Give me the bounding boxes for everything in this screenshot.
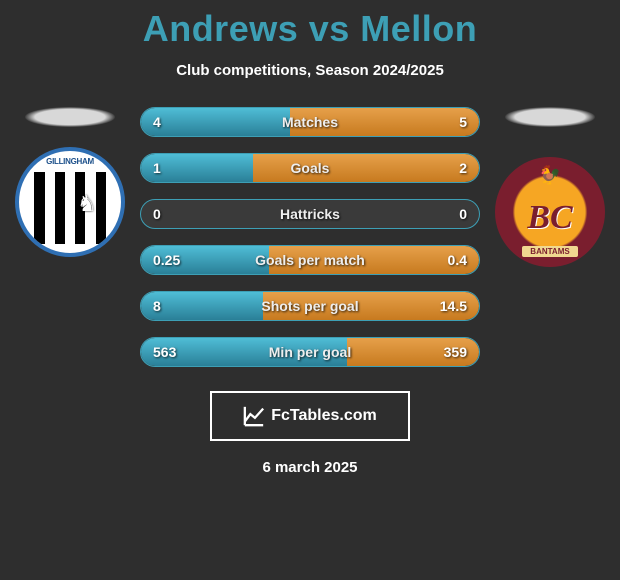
stat-row: 12Goals: [140, 153, 480, 183]
stat-row: 0.250.4Goals per match: [140, 245, 480, 275]
stat-label: Matches: [141, 114, 479, 130]
rooster-icon: 🐓: [539, 165, 561, 186]
stat-label: Goals per match: [141, 252, 479, 268]
left-club-logo: GILLINGHAM ♞: [15, 147, 125, 257]
page-title: Andrews vs Mellon: [0, 0, 620, 50]
stat-label: Goals: [141, 160, 479, 176]
brand-box[interactable]: FcTables.com: [210, 391, 410, 441]
bradford-initials: BC: [527, 199, 572, 237]
left-player-column: GILLINGHAM ♞: [10, 107, 130, 257]
avatar-shadow: [25, 107, 115, 127]
stats-container: 45Matches 12Goals 00Hattricks 0.250.4Goals …: [140, 107, 480, 367]
stat-label: Hattricks: [141, 206, 479, 222]
brand-label: FcTables.com: [271, 407, 377, 425]
right-club-logo: 🐓 BC BANTAMS: [495, 157, 605, 267]
gillingham-text: GILLINGHAM: [46, 157, 94, 166]
date-label: 6 march 2025: [0, 459, 620, 476]
bradford-banner: BANTAMS: [522, 246, 577, 257]
stat-label: Shots per goal: [141, 298, 479, 314]
horse-icon: ♞: [77, 191, 103, 223]
stat-row: 563359Min per goal: [140, 337, 480, 367]
stat-label: Min per goal: [141, 344, 479, 360]
stat-row: 00Hattricks: [140, 199, 480, 229]
avatar-shadow: [505, 107, 595, 127]
stat-row: 814.5Shots per goal: [140, 291, 480, 321]
subtitle: Club competitions, Season 2024/2025: [0, 62, 620, 79]
chart-icon: [243, 405, 265, 427]
stat-row: 45Matches: [140, 107, 480, 137]
right-player-column: 🐓 BC BANTAMS: [490, 107, 610, 267]
comparison-content: GILLINGHAM ♞ 45Matches 12Goals 00Hattricks…: [0, 107, 620, 367]
